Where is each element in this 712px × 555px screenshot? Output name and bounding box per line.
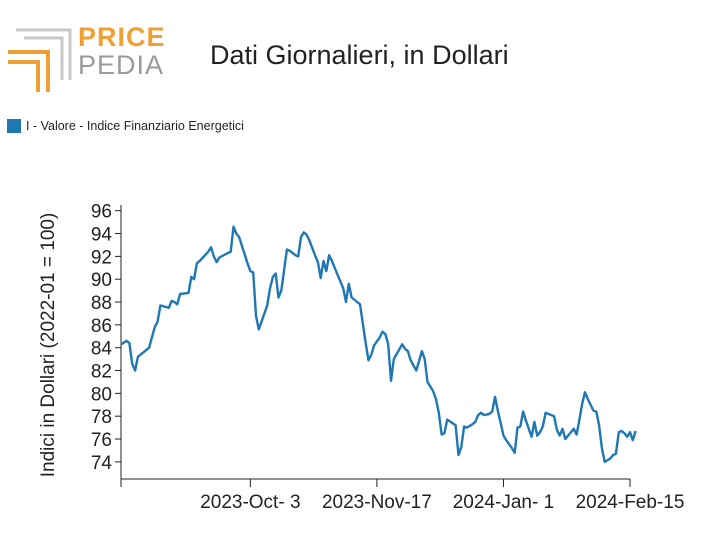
legend: I - Valore - Indice Finanziario Energeti… [7, 119, 244, 133]
y-tick-label: 80 [91, 384, 112, 405]
series-line [120, 225, 637, 464]
y-tick-label: 96 [91, 202, 112, 223]
series-group [120, 225, 637, 464]
y-tick-label: 84 [91, 339, 113, 360]
logo-text-pedia: PEDIA [78, 50, 165, 80]
x-tick-label: 2024-Feb-15 [576, 492, 685, 513]
logo-mark-icon [8, 28, 72, 92]
x-tick-label: 2023-Nov-17 [322, 492, 432, 513]
chart-title: Dati Giornalieri, in Dollari [210, 40, 509, 70]
y-tick-label: 94 [91, 225, 113, 246]
y-tick-label: 76 [91, 430, 112, 451]
x-tick-label: 2024-Jan- 1 [453, 492, 554, 513]
pricepedia-logo [8, 22, 168, 92]
y-tick-label: 82 [91, 362, 112, 383]
y-tick-label: 74 [91, 453, 113, 474]
y-tick-label: 88 [91, 293, 112, 314]
x-axis: 2023-Oct- 3 2023-Nov-17 2024-Jan- 1 2024-Fe… [120, 478, 685, 513]
y-axis-label: Indici in Dollari (2022-01 = 100) [38, 213, 59, 478]
y-tick-label: 92 [91, 247, 112, 268]
legend-swatch [7, 119, 21, 133]
y-tick-label: 78 [91, 407, 112, 428]
logo-text-price: PRICE [78, 22, 166, 52]
legend-label: I - Valore - Indice Finanziario Energeti… [26, 119, 244, 133]
y-tick-label: 86 [91, 316, 112, 337]
x-tick-label: 2023-Oct- 3 [200, 492, 300, 513]
y-tick-label: 90 [91, 270, 112, 291]
